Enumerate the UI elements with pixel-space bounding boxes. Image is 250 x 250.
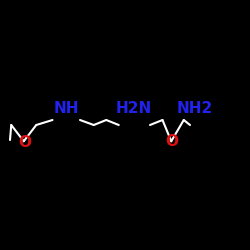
Text: NH2: NH2 [177,101,213,116]
Text: O: O [18,135,32,150]
Text: NH: NH [54,101,79,116]
Text: H2N: H2N [116,101,152,116]
Text: O: O [165,134,178,149]
